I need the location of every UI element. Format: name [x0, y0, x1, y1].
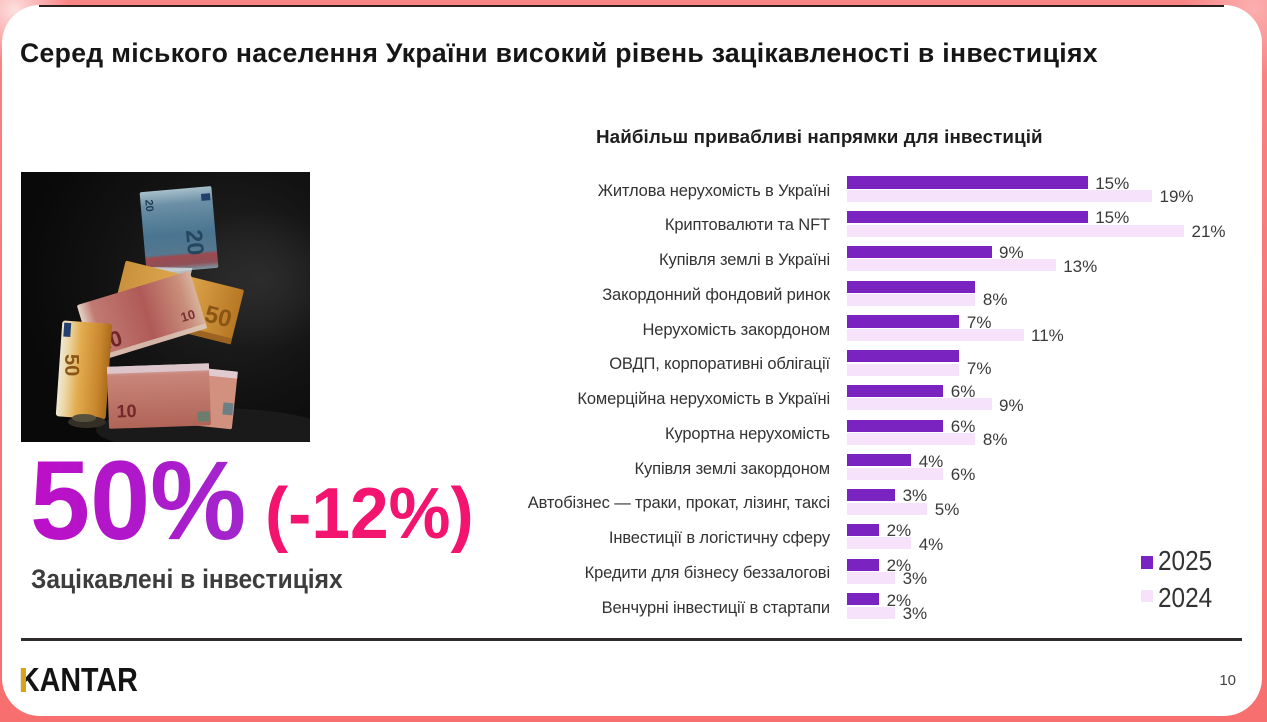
- svg-text:50: 50: [60, 354, 82, 377]
- svg-text:10: 10: [179, 306, 197, 325]
- svg-text:10: 10: [116, 401, 137, 422]
- svg-text:50: 50: [202, 301, 234, 334]
- svg-text:20: 20: [142, 199, 155, 212]
- svg-text:20: 20: [181, 229, 209, 257]
